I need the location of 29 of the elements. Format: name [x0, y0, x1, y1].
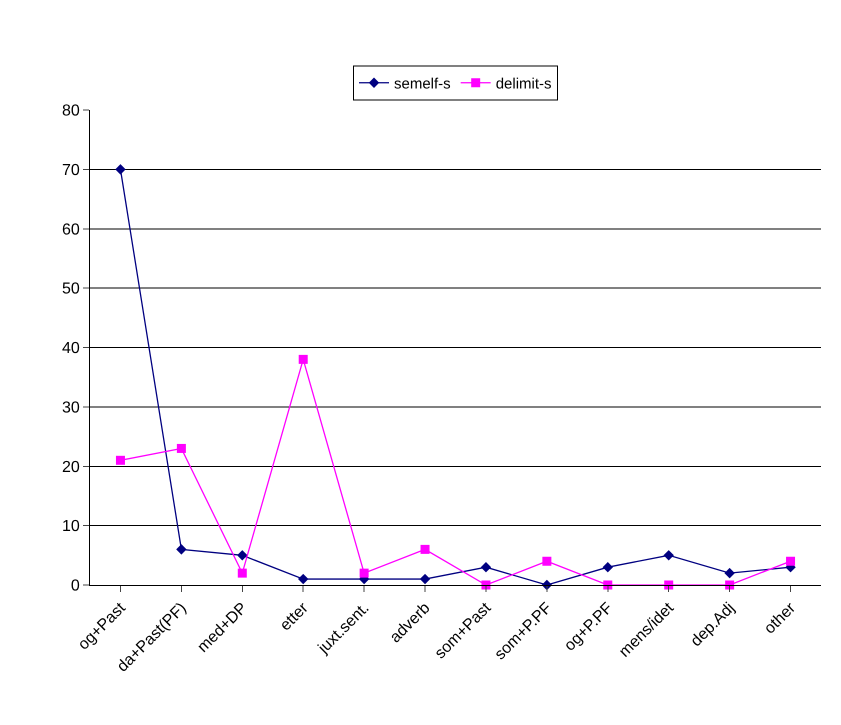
- y-tick-label: 20: [62, 458, 80, 476]
- point: [602, 562, 613, 572]
- y-tick-label: 30: [62, 399, 80, 416]
- legend-label: semelf-s: [394, 76, 451, 93]
- y-tick-label: 70: [62, 162, 80, 179]
- legend-label: delimit-s: [496, 76, 552, 93]
- point: [176, 544, 187, 555]
- point: [664, 550, 674, 561]
- point: [176, 444, 186, 453]
- y-tick-label: 80: [62, 102, 80, 120]
- point: [238, 568, 247, 578]
- x-tick-label: etter: [277, 599, 312, 634]
- point: [724, 568, 735, 578]
- y-tick-label: 60: [62, 221, 80, 238]
- point: [420, 574, 430, 584]
- point: [298, 354, 308, 364]
- y-tick-label: 0: [70, 578, 80, 595]
- point: [542, 556, 552, 566]
- point: [420, 544, 430, 554]
- y-tick-label: 50: [62, 280, 80, 298]
- point: [360, 568, 369, 578]
- point: [237, 550, 248, 561]
- point: [115, 164, 126, 175]
- y-tick-label: 10: [62, 518, 80, 536]
- point: [480, 562, 492, 572]
- y-tick-label: 40: [62, 340, 80, 358]
- point: [298, 574, 308, 584]
- point: [116, 456, 125, 465]
- point: [786, 556, 796, 566]
